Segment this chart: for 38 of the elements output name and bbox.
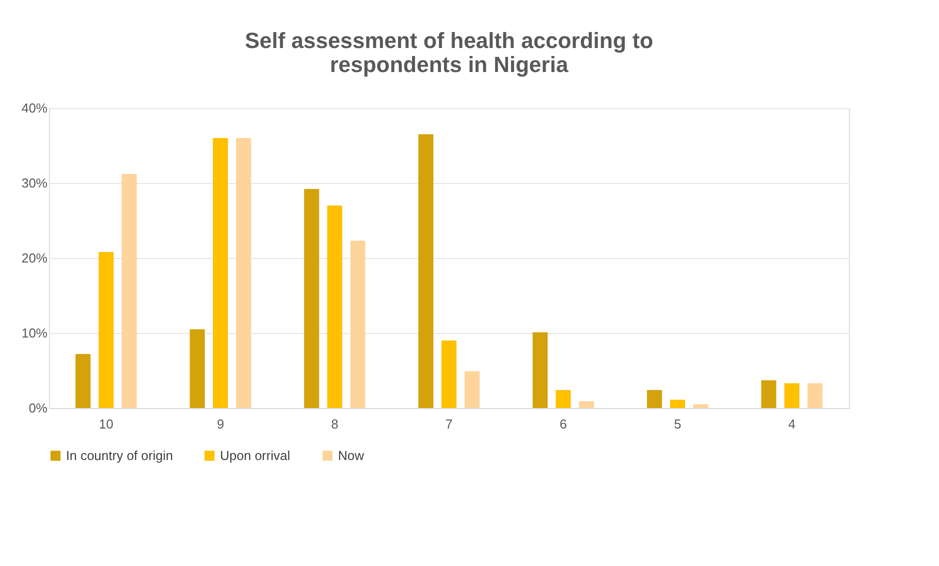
x-tick-label: 7: [445, 416, 453, 432]
bar: [807, 383, 822, 408]
y-tick-label: 40%: [21, 100, 48, 116]
bar: [556, 390, 571, 408]
bar: [578, 401, 594, 408]
bar: [784, 383, 800, 408]
y-tick-label: 30%: [21, 176, 48, 190]
bar: [646, 390, 662, 408]
x-tick-label: 9: [216, 416, 224, 432]
bar: [441, 340, 457, 408]
bar: [304, 189, 320, 408]
y-tick-label: 20%: [21, 250, 48, 266]
bar: [122, 174, 137, 408]
x-tick-label: 10: [98, 416, 114, 432]
bar: [761, 380, 776, 408]
y-tick-label: 0%: [28, 400, 48, 416]
bar: [418, 134, 434, 408]
bar: [76, 354, 91, 408]
y-tick-label: 10%: [21, 326, 48, 340]
text: Self assessment of health according to: [244, 28, 654, 53]
bar: [464, 371, 480, 408]
bar: [236, 138, 252, 408]
bar: [532, 332, 548, 408]
bar: [693, 404, 708, 408]
x-tick-label: 8: [331, 416, 338, 432]
bar: [327, 206, 342, 408]
bar: [350, 240, 366, 408]
bar: [212, 138, 228, 408]
bar: [98, 252, 114, 408]
legend-label: Upon orrival: [220, 448, 290, 463]
legend-label: In country of origin: [66, 448, 173, 463]
x-tick-label: 4: [788, 416, 796, 432]
x-tick-label: 6: [560, 416, 567, 432]
bar: [190, 329, 205, 408]
bar: [670, 400, 686, 408]
legend-label: Now: [338, 448, 365, 463]
x-tick-label: 5: [674, 416, 682, 432]
text: respondents in Nigeria: [330, 52, 568, 77]
